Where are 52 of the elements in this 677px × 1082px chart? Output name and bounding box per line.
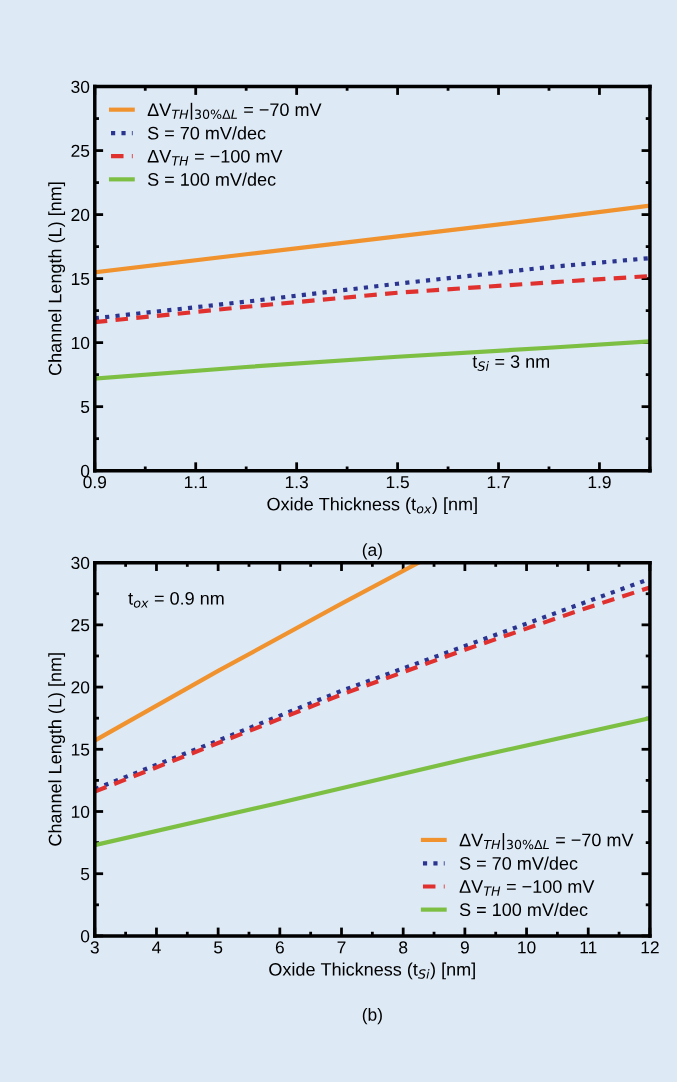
y-axis-title: Channel Length (L) [nm] (48, 653, 66, 846)
y-tick-label: 25 (71, 619, 90, 632)
y-tick-label: 10 (71, 805, 90, 818)
legend-label: ΔV$_{TH}$|$_{30%ΔL}$ = −70 mV (459, 833, 634, 850)
legend-label: ΔV$_{TH}$ = −100 mV (147, 149, 283, 166)
line-series (94, 716, 650, 848)
annotation: t$_{ox}$ = 0.9 nm (128, 592, 224, 608)
line-series (94, 562, 421, 743)
annotation: t$_{Si}$ = 3 nm (472, 355, 550, 371)
x-tick-label: 1.5 (386, 476, 409, 489)
line-series (94, 273, 650, 325)
x-tick-label: 11 (580, 941, 597, 954)
line-series (94, 203, 650, 275)
legend-label: ΔV$_{TH}$|$_{30%ΔL}$ = −70 mV (147, 102, 322, 120)
x-tick-label: 9 (460, 941, 469, 954)
x-tick-label: 7 (337, 941, 346, 954)
x-tick-label: 0.9 (83, 475, 107, 489)
x-tick-label: 6 (275, 941, 284, 954)
y-tick-label: 20 (71, 681, 90, 694)
text: (a) (362, 543, 382, 560)
y-tick-label: 25 (71, 144, 90, 158)
line-series (94, 256, 650, 321)
text: (b) (362, 1008, 382, 1025)
x-axis-title: Oxide Thickness (t$_{ox}$) [nm] (267, 497, 477, 515)
legend-label: S = 70 mV/dec (459, 856, 578, 870)
y-tick-label: 15 (71, 272, 90, 286)
y-tick-label: 30 (71, 556, 90, 570)
x-tick-label: 1.3 (285, 475, 308, 489)
legend-label: S = 100 mV/dec (459, 902, 588, 917)
y-tick-label: 5 (80, 401, 90, 414)
legend-label: S = 100 mV/dec (147, 172, 276, 186)
y-tick-label: 0 (80, 930, 90, 943)
x-tick-label: 8 (399, 941, 408, 954)
y-axis-title: Channel Length (L) [nm] (48, 182, 66, 376)
x-tick-label: 10 (518, 941, 536, 954)
legend-label: S = 70 mV/dec (147, 126, 266, 140)
y-tick-label: 20 (71, 208, 90, 222)
y-tick-label: 30 (71, 80, 90, 94)
x-tick-label: 1.7 (487, 476, 510, 489)
y-tick-label: 0 (80, 464, 90, 478)
line-series (94, 339, 650, 381)
legend-label: ΔV$_{TH}$ = −100 mV (459, 880, 595, 896)
x-tick-label: 12 (641, 941, 659, 954)
y-tick-label: 5 (80, 868, 90, 881)
y-tick-label: 15 (71, 743, 90, 756)
x-axis-title: Oxide Thickness (t$_{Si}$) [nm] (269, 962, 475, 980)
x-tick-label: 3 (90, 941, 99, 954)
x-tick-label: 1.9 (588, 475, 611, 489)
x-tick-label: 5 (214, 941, 223, 954)
x-tick-label: 4 (152, 941, 161, 954)
x-tick-label: 1.1 (184, 476, 207, 489)
y-tick-label: 10 (71, 336, 90, 350)
